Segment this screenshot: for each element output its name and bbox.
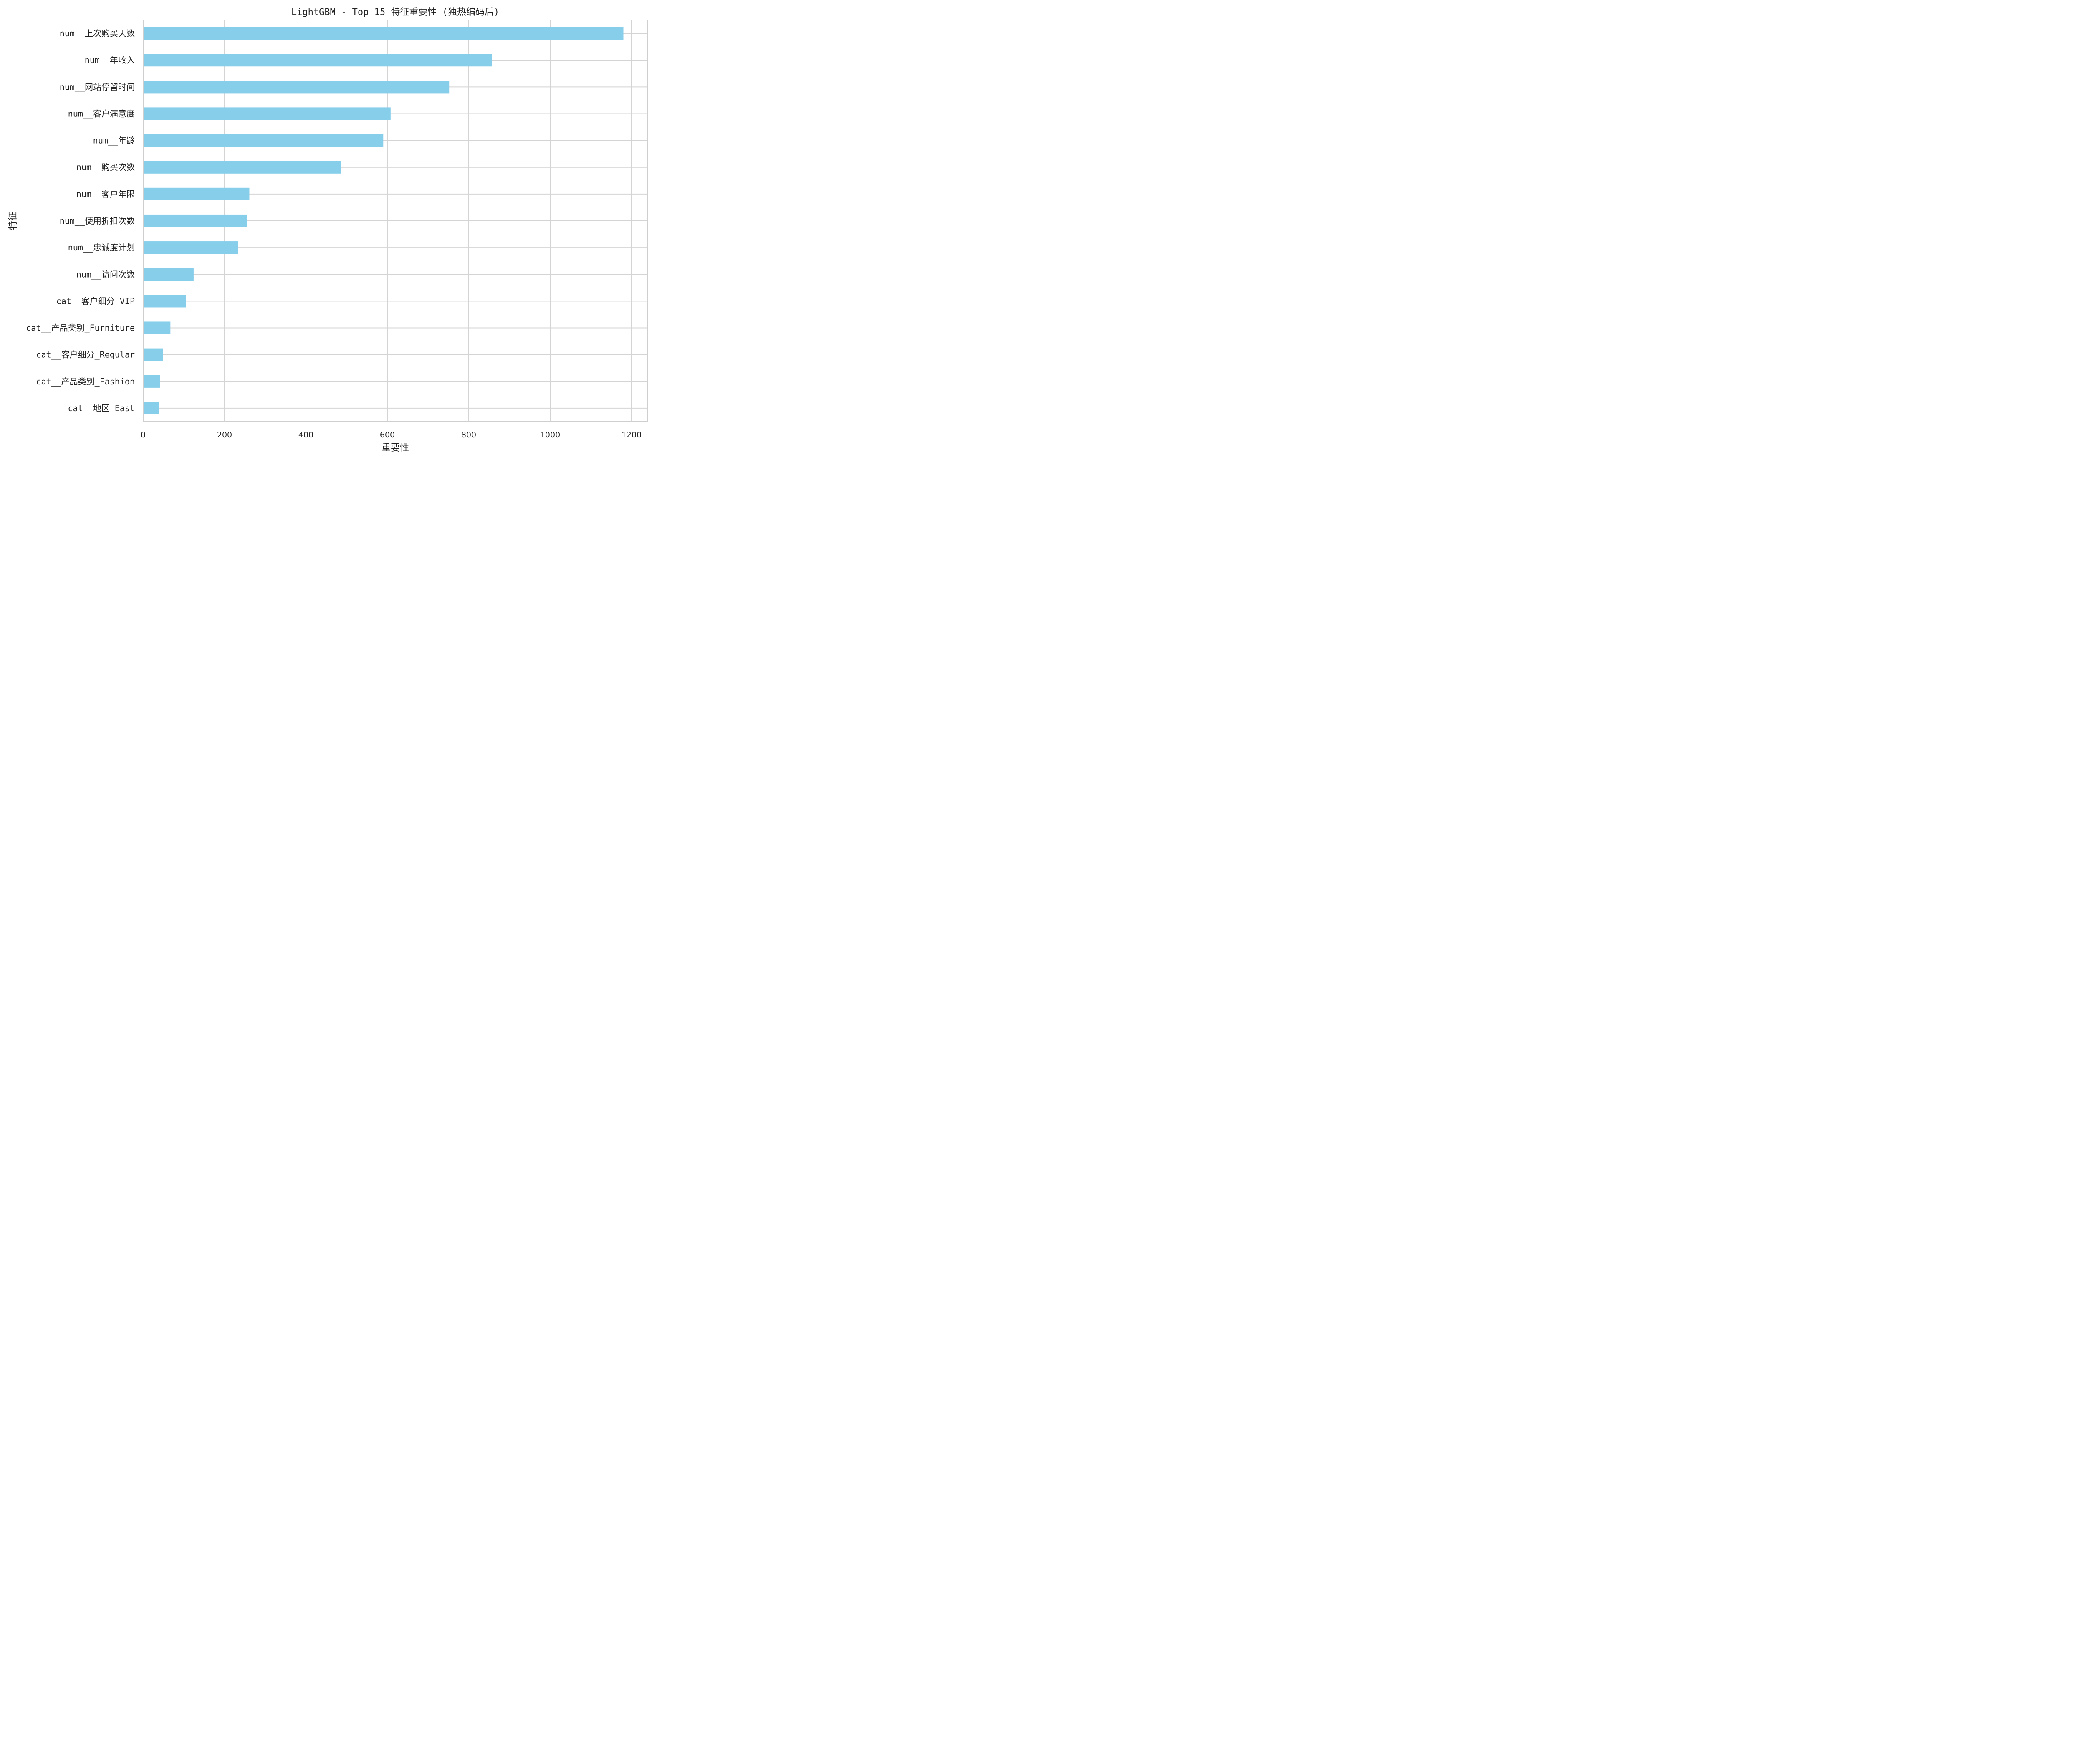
bar — [143, 81, 450, 94]
x-tick-label: 800 — [461, 430, 476, 440]
feature-importance-chart: num__上次购买天数 num__年收入 num__网站停留时间 num__客户满意度… — [8, 7, 648, 453]
y-tick-label: num__客户满意度 — [68, 109, 135, 119]
bar — [143, 375, 160, 388]
y-tick-label: num__忠诚度计划 — [68, 243, 135, 253]
bars — [143, 27, 624, 415]
y-tick-label: num__上次购买天数 — [60, 28, 135, 38]
y-tick-label: num__访问次数 — [76, 269, 135, 279]
bar — [143, 54, 492, 67]
bar — [143, 161, 341, 174]
y-tick-label: num__使用折扣次数 — [60, 216, 135, 226]
x-tick-label: 400 — [298, 430, 313, 440]
y-tick-label: cat__地区_East — [68, 403, 135, 413]
y-tick-label: num__客户年限 — [76, 189, 135, 199]
y-tick-label: num__购买次数 — [76, 162, 135, 172]
bar — [143, 268, 194, 281]
bar — [143, 214, 247, 227]
bar — [143, 187, 250, 200]
y-axis-label: 特征 — [8, 212, 18, 230]
x-tick-label: 0 — [141, 430, 146, 440]
x-tick-labels: 0 200 400 600 800 1000 1200 — [141, 430, 642, 440]
bar — [143, 241, 238, 254]
plot-frame — [143, 20, 648, 422]
x-tick-label: 200 — [217, 430, 232, 440]
bar — [143, 27, 624, 40]
x-axis-label: 重要性 — [382, 443, 409, 453]
bar — [143, 295, 186, 308]
x-tick-label: 1000 — [540, 430, 560, 440]
y-tick-label: cat__产品类别_Fashion — [36, 377, 135, 387]
chart-title: LightGBM - Top 15 特征重要性 (独热编码后) — [291, 7, 499, 18]
x-tick-label: 1200 — [622, 430, 642, 440]
y-tick-label: num__年龄 — [93, 136, 135, 146]
y-tick-label: num__年收入 — [85, 55, 135, 65]
y-tick-labels: num__上次购买天数 num__年收入 num__网站停留时间 num__客户满意度… — [26, 28, 135, 413]
y-tick-label: num__网站停留时间 — [60, 82, 135, 92]
bar — [143, 134, 384, 147]
bar — [143, 348, 163, 361]
bar — [143, 321, 171, 334]
x-tick-label: 600 — [380, 430, 395, 440]
y-tick-label: cat__客户细分_Regular — [36, 350, 135, 360]
bar — [143, 402, 159, 415]
bar — [143, 107, 391, 120]
y-tick-label: cat__产品类别_Furniture — [26, 323, 135, 333]
y-tick-label: cat__客户细分_VIP — [56, 296, 135, 306]
